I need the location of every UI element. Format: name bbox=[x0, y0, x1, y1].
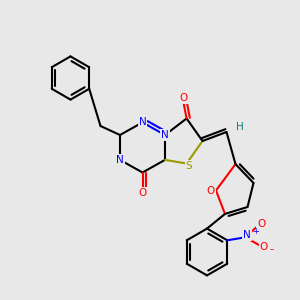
Text: O: O bbox=[179, 93, 188, 103]
Text: N: N bbox=[116, 155, 124, 165]
Text: O: O bbox=[260, 242, 268, 252]
Text: N: N bbox=[243, 230, 250, 240]
Text: -: - bbox=[270, 244, 274, 254]
Text: S: S bbox=[186, 161, 192, 171]
Text: O: O bbox=[206, 185, 215, 196]
Text: O: O bbox=[138, 188, 147, 198]
Text: N: N bbox=[161, 130, 169, 140]
Text: H: H bbox=[236, 122, 244, 132]
Text: N: N bbox=[139, 117, 146, 128]
Text: +: + bbox=[252, 227, 259, 236]
Text: O: O bbox=[257, 219, 266, 230]
